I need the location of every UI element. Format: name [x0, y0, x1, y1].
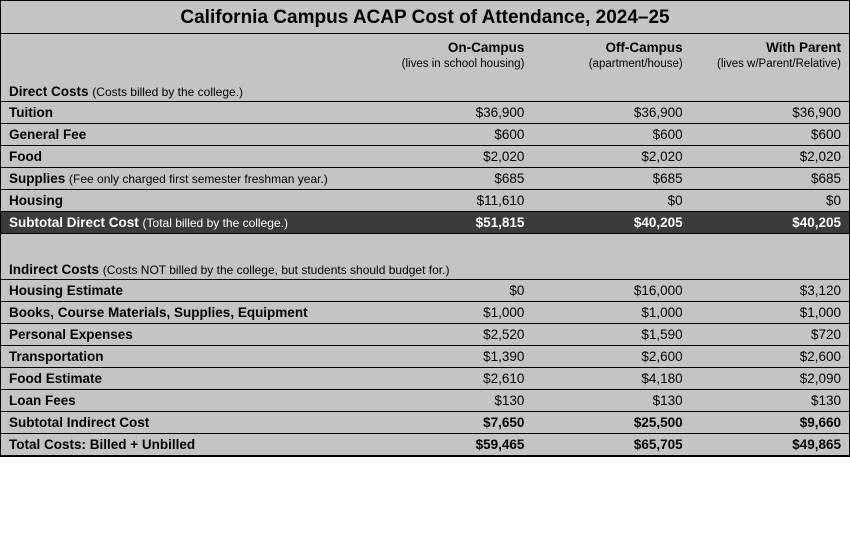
row-label: Housing [1, 190, 374, 212]
cell-value: $1,590 [532, 323, 690, 345]
cell-value: $2,020 [532, 146, 690, 168]
cell-value: $0 [532, 190, 690, 212]
table-row: Tuition $36,900 $36,900 $36,900 [1, 102, 849, 124]
row-label: Tuition [1, 102, 374, 124]
col-header: Off-Campus [532, 34, 690, 58]
cell-value: $1,000 [532, 301, 690, 323]
table-row: General Fee $600 $600 $600 [1, 124, 849, 146]
cell-value: $600 [691, 124, 849, 146]
cell-value: $2,520 [374, 323, 532, 345]
cell-value: $685 [691, 168, 849, 190]
cell-value: $65,705 [532, 433, 690, 455]
cost-table-container: California Campus ACAP Cost of Attendanc… [0, 0, 850, 457]
cell-value: $2,020 [691, 146, 849, 168]
table-row: Housing Estimate $0 $16,000 $3,120 [1, 279, 849, 301]
section-note: (Costs billed by the college.) [92, 85, 243, 99]
cell-value: $720 [691, 323, 849, 345]
section-note: (Costs NOT billed by the college, but st… [103, 263, 450, 277]
row-label: Personal Expenses [1, 323, 374, 345]
cell-value: $600 [532, 124, 690, 146]
section-heading: Indirect Costs [9, 262, 99, 277]
cell-value: $130 [532, 389, 690, 411]
table-row: Supplies (Fee only charged first semeste… [1, 168, 849, 190]
section-heading: Direct Costs [9, 84, 89, 99]
subtotal-indirect-row: Subtotal Indirect Cost $7,650 $25,500 $9… [1, 411, 849, 433]
cell-value: $2,020 [374, 146, 532, 168]
cell-value: $4,180 [532, 367, 690, 389]
table-row: Books, Course Materials, Supplies, Equip… [1, 301, 849, 323]
cell-value: $685 [532, 168, 690, 190]
col-header: On-Campus [374, 34, 532, 58]
subtotal-direct-row: Subtotal Direct Cost (Total billed by th… [1, 212, 849, 234]
table-row: Personal Expenses $2,520 $1,590 $720 [1, 323, 849, 345]
cell-value: $11,610 [374, 190, 532, 212]
table-row: Food $2,020 $2,020 $2,020 [1, 146, 849, 168]
col-header: With Parent [691, 34, 849, 58]
table-row: Transportation $1,390 $2,600 $2,600 [1, 345, 849, 367]
cell-value: $2,090 [691, 367, 849, 389]
cell-value: $36,900 [374, 102, 532, 124]
col-subheader: (lives w/Parent/Relative) [691, 58, 849, 76]
cell-value: $40,205 [532, 212, 690, 234]
table-row: Food Estimate $2,610 $4,180 $2,090 [1, 367, 849, 389]
cell-value: $2,600 [691, 345, 849, 367]
cell-value: $7,650 [374, 411, 532, 433]
cell-value: $600 [374, 124, 532, 146]
cell-value: $1,000 [691, 301, 849, 323]
cell-value: $2,600 [532, 345, 690, 367]
table-row: Housing $11,610 $0 $0 [1, 190, 849, 212]
cell-value: $2,610 [374, 367, 532, 389]
cell-value: $16,000 [532, 279, 690, 301]
cell-value: $49,865 [691, 433, 849, 455]
column-header-row: On-Campus Off-Campus With Parent [1, 34, 849, 58]
cell-value: $9,660 [691, 411, 849, 433]
row-label: Housing Estimate [1, 279, 374, 301]
col-subheader: (lives in school housing) [374, 58, 532, 76]
row-label: Supplies [9, 171, 65, 186]
table-row: Loan Fees $130 $130 $130 [1, 389, 849, 411]
subtotal-note: (Total billed by the college.) [143, 216, 288, 230]
row-label: Books, Course Materials, Supplies, Equip… [1, 301, 374, 323]
indirect-costs-heading-row: Indirect Costs (Costs NOT billed by the … [1, 254, 849, 280]
direct-costs-heading-row: Direct Costs (Costs billed by the colleg… [1, 76, 849, 102]
row-label: General Fee [1, 124, 374, 146]
row-note: (Fee only charged first semester freshma… [69, 172, 328, 186]
cell-value: $3,120 [691, 279, 849, 301]
column-subheader-row: (lives in school housing) (apartment/hou… [1, 58, 849, 76]
cell-value: $36,900 [691, 102, 849, 124]
table-title: California Campus ACAP Cost of Attendanc… [1, 1, 849, 34]
cost-table: On-Campus Off-Campus With Parent (lives … [1, 34, 849, 456]
cell-value: $685 [374, 168, 532, 190]
total-label: Total Costs: Billed + Unbilled [1, 433, 374, 455]
cell-value: $0 [374, 279, 532, 301]
subtotal-label: Subtotal Indirect Cost [1, 411, 374, 433]
spacer-row [1, 234, 849, 254]
cell-value: $25,500 [532, 411, 690, 433]
cell-value: $51,815 [374, 212, 532, 234]
cell-value: $40,205 [691, 212, 849, 234]
col-subheader: (apartment/house) [532, 58, 690, 76]
row-label: Transportation [1, 345, 374, 367]
cell-value: $1,390 [374, 345, 532, 367]
cell-value: $0 [691, 190, 849, 212]
subtotal-label: Subtotal Direct Cost [9, 215, 139, 230]
cell-value: $59,465 [374, 433, 532, 455]
total-row: Total Costs: Billed + Unbilled $59,465 $… [1, 433, 849, 455]
cell-value: $130 [691, 389, 849, 411]
cell-value: $1,000 [374, 301, 532, 323]
row-label: Food [1, 146, 374, 168]
cell-value: $36,900 [532, 102, 690, 124]
row-label: Loan Fees [1, 389, 374, 411]
cell-value: $130 [374, 389, 532, 411]
row-label: Food Estimate [1, 367, 374, 389]
